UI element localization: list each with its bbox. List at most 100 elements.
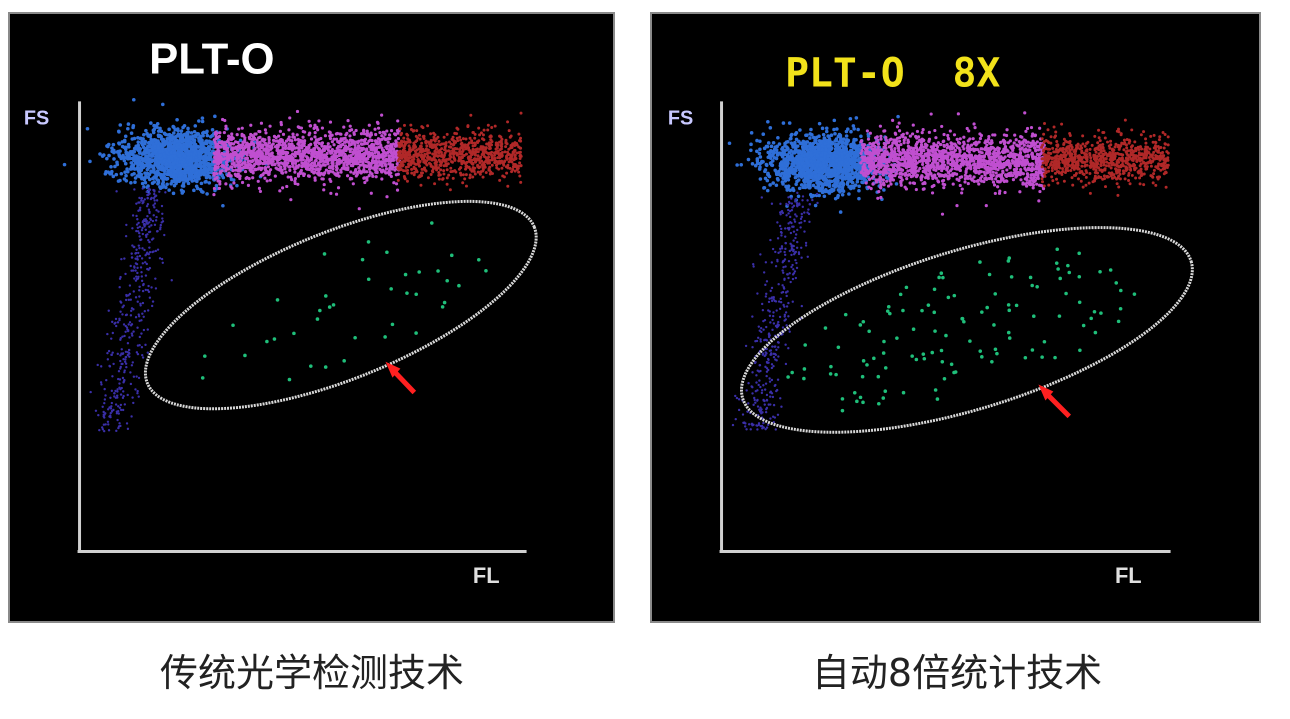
point-red xyxy=(497,167,501,171)
point-magenta xyxy=(307,159,311,163)
point-magenta xyxy=(380,134,384,138)
point-red xyxy=(420,141,424,145)
point-magenta xyxy=(232,181,236,185)
point-blue xyxy=(827,184,832,189)
point-tail xyxy=(114,317,118,321)
point-red xyxy=(490,163,494,167)
point-tail xyxy=(130,256,134,259)
point-magenta xyxy=(312,149,316,153)
point-magenta xyxy=(283,144,288,148)
point-magenta xyxy=(380,177,384,181)
point-magenta xyxy=(349,147,353,151)
point-tail xyxy=(125,326,129,329)
point-blue xyxy=(189,140,193,145)
point-red xyxy=(438,160,442,164)
point-blue xyxy=(845,180,850,185)
point-tail xyxy=(131,334,134,337)
point-magenta xyxy=(253,168,257,172)
point-blue xyxy=(123,170,127,174)
point-red xyxy=(497,159,501,163)
point-magenta xyxy=(285,184,289,189)
point-red xyxy=(473,166,477,170)
point-magenta xyxy=(365,170,369,174)
point-magenta xyxy=(310,161,315,165)
point-magenta xyxy=(228,135,232,139)
point-magenta xyxy=(269,161,273,165)
point-tail xyxy=(100,383,103,386)
point-red xyxy=(399,133,403,137)
point-red xyxy=(402,123,406,127)
point-red xyxy=(449,170,453,174)
point-red xyxy=(507,129,511,133)
point-magenta xyxy=(334,165,338,169)
point-red xyxy=(505,171,509,175)
point-red xyxy=(499,144,503,148)
point-magenta xyxy=(387,133,392,137)
point-blue xyxy=(124,145,128,150)
point-magenta xyxy=(293,181,297,186)
point-red xyxy=(401,152,405,156)
point-magenta xyxy=(281,146,285,150)
point-blue xyxy=(835,127,839,131)
point-magenta xyxy=(365,148,369,152)
point-blue xyxy=(198,187,203,192)
point-tail xyxy=(138,289,141,292)
point-blue xyxy=(758,177,763,181)
point-gated xyxy=(457,283,461,288)
point-magenta xyxy=(303,130,307,134)
point-red xyxy=(396,178,400,182)
point-magenta xyxy=(348,124,352,128)
point-magenta xyxy=(361,142,365,146)
point-blue xyxy=(204,130,209,135)
point-blue xyxy=(182,153,187,158)
point-tail xyxy=(115,190,118,193)
point-tail xyxy=(170,279,173,282)
scatter-plot-left: PLT-O FS FL xyxy=(24,35,538,588)
point-magenta xyxy=(308,131,312,135)
point-magenta xyxy=(390,157,394,161)
point-blue xyxy=(197,154,202,159)
point-blue xyxy=(167,159,172,164)
point-magenta xyxy=(328,120,333,124)
point-tail xyxy=(134,269,137,272)
point-magenta xyxy=(395,162,399,166)
point-magenta xyxy=(380,113,384,117)
point-red xyxy=(401,140,405,144)
point-red xyxy=(415,129,419,133)
point-red xyxy=(415,170,419,174)
point-blue xyxy=(896,114,900,119)
point-red xyxy=(461,137,465,141)
point-magenta xyxy=(263,176,267,180)
point-tail xyxy=(132,245,136,249)
point-tail xyxy=(94,409,98,412)
point-blue xyxy=(171,191,176,196)
point-magenta xyxy=(291,135,295,139)
point-red xyxy=(446,162,450,166)
point-tail xyxy=(113,322,116,325)
point-tail xyxy=(124,272,127,276)
point-tail xyxy=(159,223,162,227)
point-magenta xyxy=(353,142,357,147)
point-red xyxy=(403,149,407,153)
point-magenta xyxy=(253,162,257,166)
point-tail xyxy=(150,238,154,241)
point-magenta xyxy=(317,141,321,145)
point-tail xyxy=(130,332,134,335)
x-axis-label: FL xyxy=(473,563,500,588)
point-magenta xyxy=(290,159,294,163)
point-blue xyxy=(120,140,125,144)
point-magenta xyxy=(372,160,376,164)
point-magenta xyxy=(259,121,264,125)
point-magenta xyxy=(354,154,358,159)
point-magenta xyxy=(344,160,348,164)
point-magenta xyxy=(308,148,313,153)
point-magenta xyxy=(322,182,326,187)
point-blue xyxy=(165,182,169,187)
point-magenta xyxy=(328,130,332,135)
point-magenta xyxy=(216,166,220,170)
point-magenta xyxy=(241,140,245,144)
point-red xyxy=(448,188,452,192)
point-blue xyxy=(139,168,144,173)
point-blue xyxy=(844,134,849,138)
point-magenta xyxy=(212,193,216,197)
